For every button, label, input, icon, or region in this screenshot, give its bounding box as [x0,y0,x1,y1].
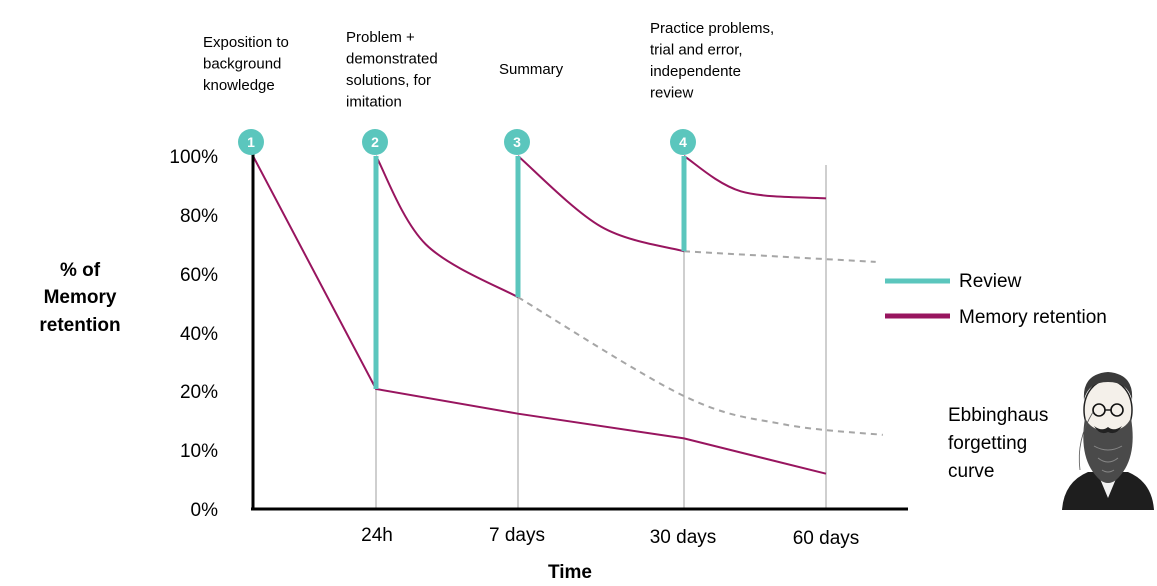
stage-marker-number: 4 [679,134,687,150]
stage-marker-number: 2 [371,134,379,150]
retention-curve-1 [252,155,827,475]
ebbinghaus-portrait-icon [1062,372,1154,510]
stage-marker-number: 3 [513,134,521,150]
stage-marker-circle [238,129,264,155]
y-tick-label: 80% [180,206,218,227]
legend-review-label: Review [959,271,1022,292]
x-axis-label: Time [548,562,592,583]
stage-annotation-line: background [203,56,281,73]
retention-curve-3 [517,155,685,253]
x-tick-label: 24h [361,525,393,546]
y-axis-label-line-3: retention [39,315,120,336]
x-tick-label: 7 days [489,525,545,546]
legend-retention-label: Memory retention [959,307,1107,328]
caption: Ebbinghaus forgetting curve [948,405,1048,482]
y-axis-label-line-1: % of [60,260,101,281]
stage-annotation-line: imitation [346,94,402,111]
x-tick-label: 30 days [650,527,717,548]
stage-marker-circle [362,129,388,155]
y-tick-label: 10% [180,441,218,462]
stage-annotation-line: Exposition to [203,34,289,51]
y-tick-label: 40% [180,324,218,345]
decay-curve-1 [517,296,883,436]
caption-line-2: forgetting [948,433,1027,454]
y-tick-label: 100% [169,147,218,168]
stage-marker-1: 1 [238,129,264,155]
stage-marker-2: 2 [362,129,388,155]
stage-annotation-line: independente [650,63,741,80]
y-axis-label-line-2: Memory [44,287,117,308]
stage-annotation-line: Problem + [346,29,415,46]
stage-annotation-line: knowledge [203,77,275,94]
y-tick-label: 20% [180,382,218,403]
stage-annotation-line: review [650,85,694,102]
retention-curve-2 [375,155,519,299]
stage-marker-circle [670,129,696,155]
caption-line-1: Ebbinghaus [948,405,1048,426]
stage-annotation-line: demonstrated [346,51,438,68]
retention-curve-4 [683,155,827,200]
y-tick-label: 60% [180,265,218,286]
stage-annotation-line: Summary [499,61,564,78]
legend: Review Memory retention [885,271,1107,328]
stage-marker-4: 4 [670,129,696,155]
stage-annotation-line: Practice problems, [650,20,774,37]
stage-annotation-line: trial and error, [650,42,743,59]
stage-annotation-line: solutions, for [346,72,431,89]
stage-marker-3: 3 [504,129,530,155]
stage-marker-circle [504,129,530,155]
x-tick-label: 60 days [793,528,860,549]
stage-marker-number: 1 [247,134,255,150]
caption-line-3: curve [948,461,994,482]
y-tick-label: 0% [191,500,219,521]
decay-curve-2 [683,250,876,263]
